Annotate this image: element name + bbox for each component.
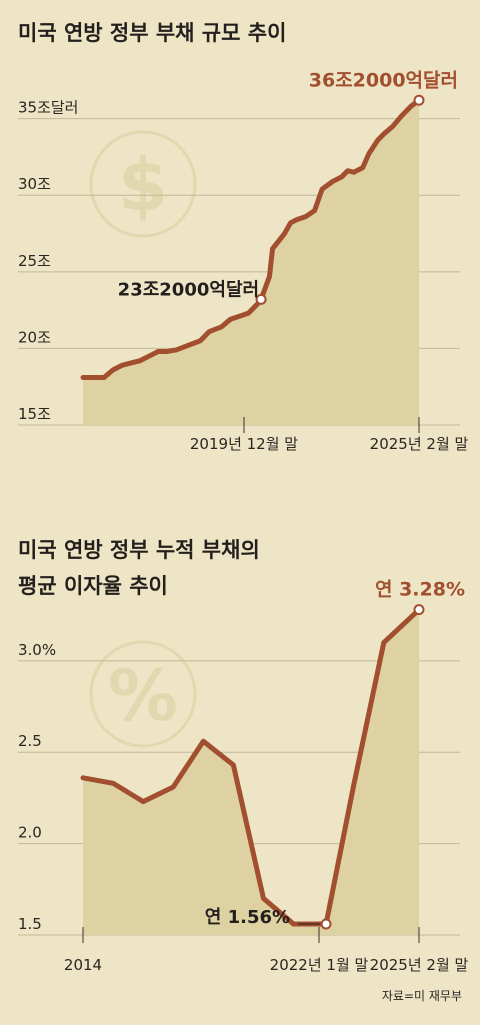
highlight-point — [413, 94, 425, 106]
dollar-icon: $ — [89, 130, 197, 238]
y-tick-label: 3.0% — [18, 641, 56, 659]
highlight-point — [255, 293, 267, 305]
y-tick-label: 2.0 — [18, 824, 42, 842]
percent-glyph: % — [108, 655, 178, 737]
y-tick-label: 1.5 — [18, 915, 42, 933]
y-tick-label: 2.5 — [18, 732, 42, 750]
series-line — [80, 97, 422, 381]
annotation-2019: 23조2000억달러 — [118, 279, 259, 300]
x-tick-label: 2025년 2월 말 — [370, 435, 469, 453]
y-tick-label: 20조 — [18, 328, 51, 346]
annotation-latest: 연 3.28% — [375, 579, 465, 601]
series-area — [83, 609, 419, 935]
annotation-low: 연 1.56% — [205, 907, 290, 928]
chart1-title: 미국 연방 정부 부채 규모 추이 — [18, 21, 286, 45]
dollar-glyph: $ — [118, 143, 168, 227]
y-tick-label: 25조 — [18, 252, 51, 270]
chart2-title-line2: 평균 이자율 추이 — [18, 574, 168, 598]
source-note: 자료=미 재무부 — [382, 989, 462, 1003]
y-tick-label: 35조달러 — [18, 99, 79, 117]
highlight-point — [413, 604, 425, 616]
annotation-2025: 36조2000억달러 — [309, 69, 458, 91]
x-tick-label: 2022년 1월 말 — [270, 956, 369, 974]
y-tick-label: 15조 — [18, 405, 51, 423]
highlight-point — [320, 918, 332, 930]
percent-icon: % — [89, 640, 197, 748]
x-tick-label: 2025년 2월 말 — [370, 956, 469, 974]
x-tick-label: 2014 — [64, 956, 102, 974]
series-line — [80, 607, 422, 927]
y-tick-label: 30조 — [18, 175, 51, 193]
x-tick-label: 2019년 12월 말 — [190, 435, 298, 453]
chart2-title-line1: 미국 연방 정부 누적 부채의 — [18, 538, 260, 562]
